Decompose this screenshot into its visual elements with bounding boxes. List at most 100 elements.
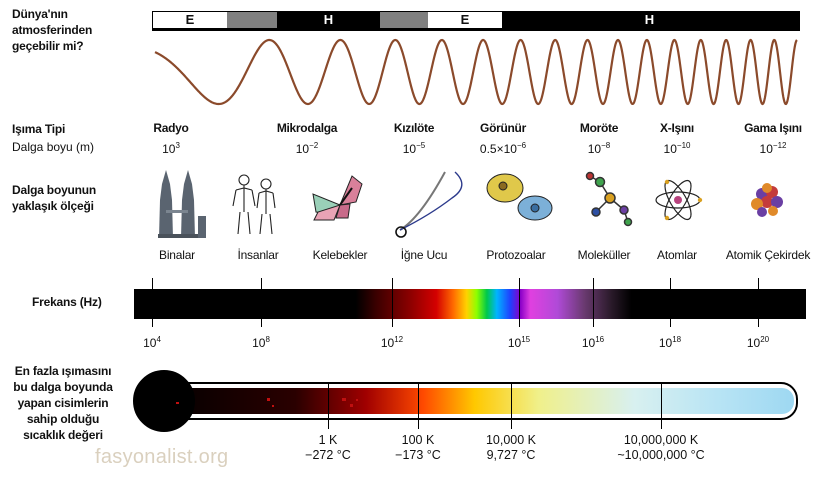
- wavelength-microwave-exp: −2: [309, 141, 319, 150]
- molecule-icon: [585, 171, 633, 227]
- frequency-tick-exp: 12: [394, 335, 404, 344]
- wavelength-label: Dalga boyu (m): [12, 140, 95, 154]
- wave-line: [154, 38, 798, 106]
- frequency-tick-line: [152, 278, 153, 327]
- thermometer-bulb: [133, 370, 195, 432]
- temperature-tick-label: 100 K −173 °C: [363, 433, 473, 463]
- frequency-spectrum-bar: [134, 289, 806, 319]
- temperature-celsius: −272 °C: [305, 448, 351, 462]
- radiation-type-label: Işıma Tipi: [12, 122, 66, 136]
- atmosphere-question-line-3: geçebilir mi?: [12, 39, 84, 53]
- temperature-tick-label: 10,000 K 9,727 °C: [456, 433, 566, 463]
- wavelength-infrared-exp: −5: [416, 141, 426, 150]
- object-label-butterflies: Kelebekler: [312, 248, 368, 262]
- wavelength-xray-base: 10: [663, 142, 677, 156]
- temperature-label-line-3: yapan cisimlerin: [17, 396, 109, 410]
- atmosphere-question-line-1: Dünya'nın: [12, 7, 68, 21]
- wavelength-xray-exp: −10: [676, 141, 691, 150]
- frequency-tick-line: [392, 278, 393, 327]
- temperature-label-line-1: En fazla ışımasını: [14, 364, 112, 378]
- category-radio: Radyo: [153, 121, 189, 135]
- wavelength-microwave: 10−2: [267, 141, 347, 157]
- wavelength-gamma-base: 10: [759, 142, 773, 156]
- needle-icon: [395, 171, 463, 238]
- object-label-nucleus: Atomik Çekirdek: [725, 248, 811, 262]
- frequency-tick-line: [758, 278, 759, 327]
- atmosphere-segment-3: H: [277, 12, 380, 28]
- scale-icons: [158, 170, 783, 238]
- frequency-tick-label: 1015: [489, 335, 549, 351]
- protozoa-icon: [486, 173, 553, 221]
- butterfly-icon: [312, 175, 363, 221]
- object-label-protozoa: Protozoalar: [486, 248, 546, 262]
- scale-label-line-1: Dalga boyunun: [12, 183, 97, 197]
- wavelength-gamma: 10−12: [742, 142, 804, 157]
- object-label-humans: İnsanlar: [237, 248, 279, 262]
- thermometer: [133, 370, 798, 432]
- frequency-tick-label: 1012: [362, 335, 422, 351]
- atmosphere-segment-4: [380, 12, 428, 28]
- frequency-label: Frekans (Hz): [32, 295, 102, 309]
- humans-icon: [232, 174, 276, 235]
- watermark: fasyonalist.org: [95, 446, 229, 468]
- temperature-kelvin: 100 K: [401, 433, 435, 447]
- scale-label: Dalga boyunun yaklaşık ölçeği: [12, 182, 96, 214]
- temperature-celsius: 9,727 °C: [486, 448, 536, 462]
- frequency-tick-exp: 16: [595, 335, 605, 344]
- frequency-tick-label: 108: [231, 335, 291, 351]
- temperature-label: En fazla ışımasını bu dalga boyunda yapa…: [5, 363, 121, 443]
- frequency-tick-exp: 8: [265, 335, 270, 344]
- atmosphere-segment-2: [227, 12, 277, 28]
- wavelength-radio-base: 10: [162, 142, 176, 156]
- wavelength-ultraviolet-base: 10: [587, 142, 602, 156]
- thermometer-fill: [155, 388, 794, 414]
- atmosphere-segment-6: H: [502, 12, 797, 28]
- frequency-tick-line: [593, 278, 594, 327]
- frequency-tick-exp: 4: [156, 335, 161, 344]
- frequency-tick-line: [670, 278, 671, 327]
- frequency-tick-exp: 20: [760, 335, 770, 344]
- frequency-tick-base: 10: [143, 336, 157, 350]
- category-visible: Görünür: [480, 121, 526, 135]
- wavelength-ultraviolet: 10−8: [568, 142, 630, 157]
- category-microwave: Mikrodalga: [276, 121, 338, 135]
- atmosphere-segment-1: E: [153, 12, 227, 28]
- scale-label-line-2: yaklaşık ölçeği: [12, 199, 94, 213]
- frequency-tick-base: 10: [507, 336, 522, 350]
- buildings-icon: [158, 170, 206, 238]
- frequency-tick-exp: 15: [521, 335, 531, 344]
- frequency-tick-line: [261, 278, 262, 327]
- frequency-tick-base: 10: [380, 336, 395, 350]
- wavelength-infrared-base: 10: [402, 142, 417, 156]
- frequency-tick-base: 10: [658, 336, 673, 350]
- temperature-kelvin: 10,000,000 K: [623, 433, 699, 447]
- frequency-tick-label: 1018: [640, 336, 700, 351]
- frequency-tick-label: 1016: [563, 335, 623, 351]
- temperature-tick-line: [661, 383, 662, 429]
- category-xray: X-Işını: [660, 121, 694, 135]
- category-gamma: Gama Işını: [744, 121, 802, 135]
- frequency-tick-base: 10: [252, 336, 266, 350]
- frequency-tick-label: 104: [122, 335, 182, 351]
- atom-icon: [655, 179, 703, 221]
- temperature-tick-line: [511, 383, 512, 429]
- frequency-tick-label: 1020: [728, 335, 788, 351]
- temperature-tick-label: 10,000,000 K ~10,000,000 °C: [606, 433, 716, 463]
- wavelength-radio: 103: [140, 142, 202, 157]
- wavelength-wave: [154, 38, 798, 106]
- atmosphere-segment-5: E: [428, 12, 502, 28]
- temperature-kelvin: 10,000 K: [485, 433, 537, 447]
- wavelength-visible-base: 0.5×10: [479, 142, 517, 156]
- object-label-atoms: Atomlar: [657, 248, 697, 262]
- temperature-celsius: −173 °C: [395, 448, 441, 462]
- wavelength-infrared: 10−5: [383, 141, 445, 157]
- temperature-kelvin: 1 K: [318, 433, 338, 447]
- temperature-tick-line: [418, 383, 419, 429]
- frequency-tick-line: [519, 278, 520, 327]
- object-label-needle: İğne Ucu: [400, 248, 448, 262]
- thermometer-speckles: [176, 398, 358, 407]
- temperature-tick-line: [328, 383, 329, 429]
- atmosphere-question: Dünya'nın atmosferinden geçebilir mi?: [12, 6, 92, 54]
- wavelength-visible-exp: −6: [516, 141, 527, 150]
- category-infrared: Kızılöte: [393, 121, 435, 135]
